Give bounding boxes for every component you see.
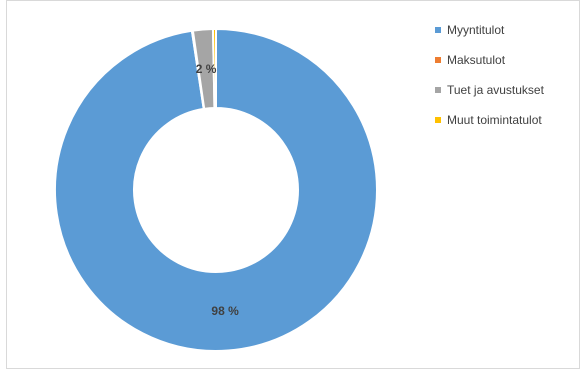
legend-item-maksutulot: Maksutulot xyxy=(435,52,544,67)
legend-label: Muut toimintatulot xyxy=(447,112,542,127)
data-label-myyntitulot: 98 % xyxy=(211,304,239,318)
legend-swatch xyxy=(435,116,441,123)
data-labels-group: 98 % 2 % xyxy=(196,62,239,318)
slice-muut-toimintatulot xyxy=(211,27,217,110)
legend-label: Myyntitulot xyxy=(447,22,505,37)
legend-item-muut-toimintatulot: Muut toimintatulot xyxy=(435,112,544,127)
chart-legend: Myyntitulot Maksutulot Tuet ja avustukse… xyxy=(435,22,544,142)
legend-label: Maksutulot xyxy=(447,52,506,67)
legend-item-myyntitulot: Myyntitulot xyxy=(435,22,544,37)
data-label-tuet-ja-avustukset: 2 % xyxy=(196,62,217,76)
legend-swatch xyxy=(435,56,441,63)
legend-swatch xyxy=(435,26,441,33)
slice-myyntitulot xyxy=(54,27,378,352)
legend-item-tuet-ja-avustukset: Tuet ja avustukset xyxy=(435,82,544,97)
slices-group xyxy=(54,27,378,352)
legend-label: Tuet ja avustukset xyxy=(447,82,544,97)
legend-swatch xyxy=(435,86,441,93)
